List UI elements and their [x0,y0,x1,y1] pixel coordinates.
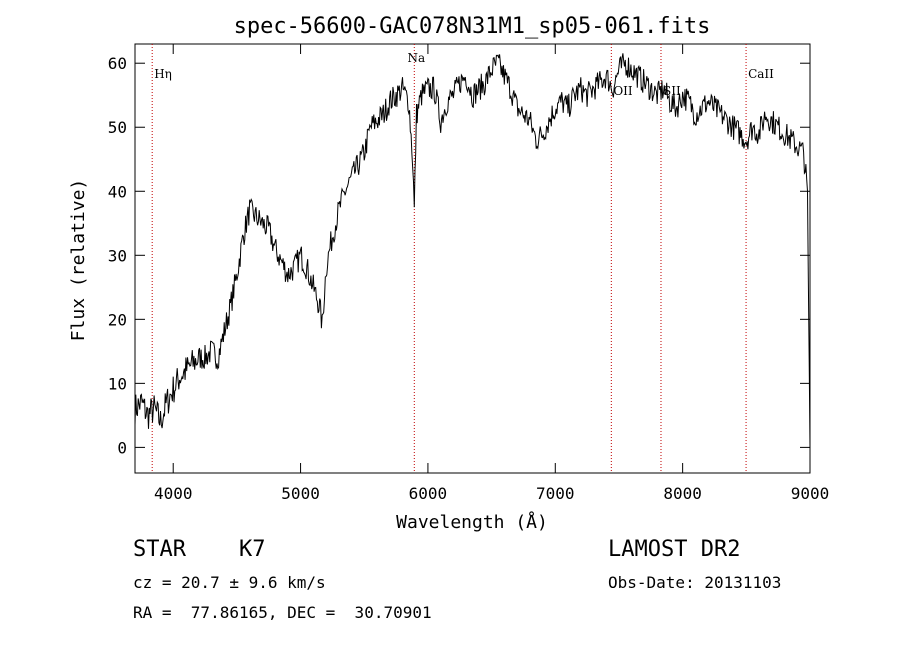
y-tick-label: 50 [108,118,127,137]
x-tick-label: 5000 [281,484,320,503]
redshift-text: cz = 20.7 ± 9.6 km/s [133,573,326,592]
obs-date-text: Obs-Date: 20131103 [608,573,782,592]
y-tick-label: 60 [108,54,127,73]
y-tick-label: 0 [117,438,127,457]
y-axis-label: Flux (relative) [68,179,89,342]
classification-text: STAR K7 [133,537,266,562]
spectrum-line [134,53,811,448]
y-tick-label: 40 [108,182,127,201]
x-axis-label: Wavelength (Å) [396,511,548,533]
survey-text: LAMOST DR2 [608,537,741,562]
spectral-line-label: Hη [154,67,172,81]
x-tick-label: 8000 [663,484,702,503]
plot-frame [134,43,811,474]
y-tick-label: 10 [108,374,127,393]
spectral-line-label: Na [407,51,425,65]
y-tick-label: 20 [108,310,127,329]
chart-title: spec-56600-GAC078N31M1_sp05-061.fits [234,14,711,39]
y-tick-label: 30 [108,246,127,265]
x-tick-label: 4000 [154,484,193,503]
x-tick-label: 6000 [409,484,448,503]
spectral-line-label: OII [613,84,633,98]
x-tick-label: 7000 [536,484,575,503]
x-tick-label: 9000 [791,484,830,503]
coordinates-text: RA = 77.86165, DEC = 30.70901 [133,603,432,622]
spectral-line-label: CaII [748,67,774,81]
